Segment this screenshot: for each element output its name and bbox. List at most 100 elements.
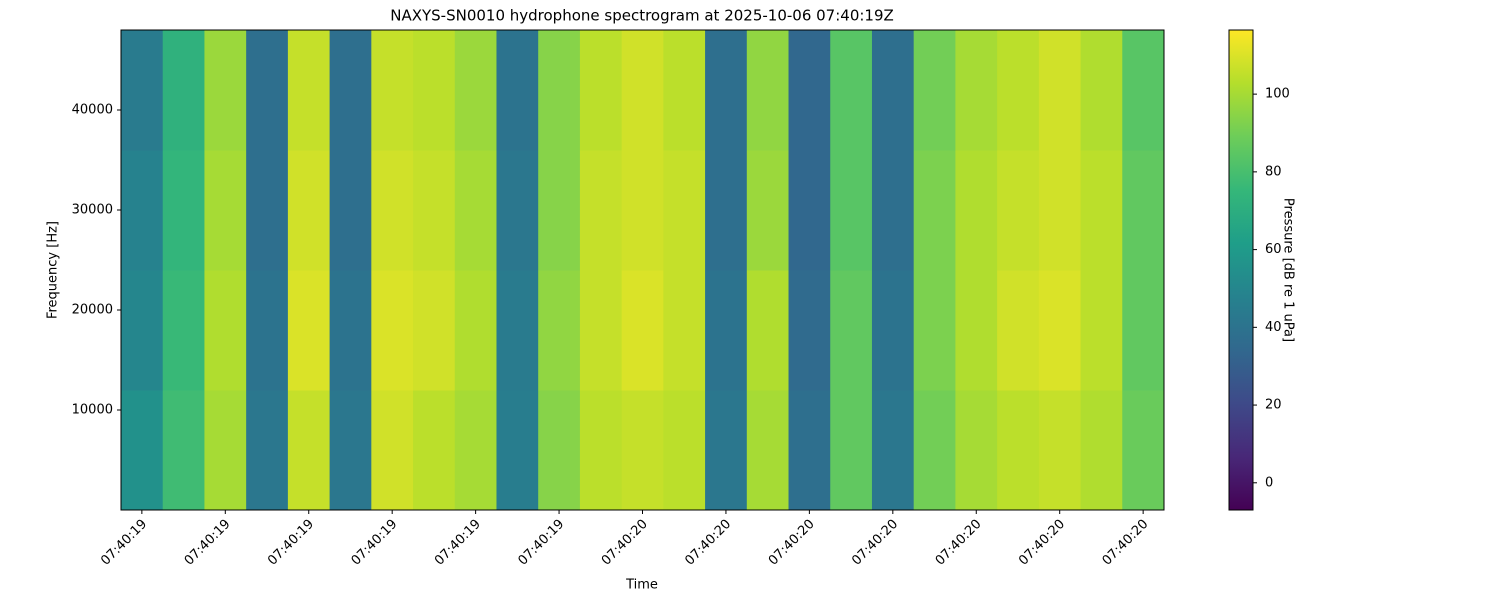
heatmap-cell — [162, 270, 205, 391]
heatmap-cell — [579, 30, 623, 151]
heatmap-cell — [371, 270, 414, 391]
heatmap-cell — [997, 390, 1040, 511]
x-tick-label: 07:40:20 — [682, 517, 734, 569]
heatmap-cell — [955, 30, 998, 151]
colorbar — [1228, 29, 1254, 511]
heatmap-cell — [121, 270, 164, 391]
heatmap-cell — [955, 150, 998, 271]
heatmap-cell — [246, 150, 289, 271]
heatmap-cell — [246, 30, 289, 151]
heatmap-cell — [538, 270, 581, 391]
heatmap-cell — [871, 270, 915, 391]
heatmap-cell — [538, 390, 581, 511]
heatmap-cell — [913, 390, 956, 511]
heatmap-cell — [454, 270, 497, 391]
heatmap-cell — [204, 270, 247, 391]
heatmap-cell — [955, 390, 998, 511]
heatmap-cell — [1038, 270, 1082, 391]
chart-title: NAXYS-SN0010 hydrophone spectrogram at 2… — [390, 7, 894, 25]
heatmap-cell — [496, 390, 539, 511]
heatmap-cell — [746, 390, 790, 511]
heatmap-cell — [1080, 270, 1123, 391]
heatmap-cell — [1038, 30, 1082, 151]
heatmap-cell — [287, 390, 331, 511]
heatmap-cell — [121, 390, 164, 511]
heatmap-cell — [162, 150, 205, 271]
heatmap-cell — [1122, 270, 1165, 391]
heatmap-cell — [705, 270, 748, 391]
heatmap-cell — [621, 270, 664, 391]
heatmap-cell — [871, 390, 915, 511]
heatmap-cell — [538, 30, 581, 151]
heatmap-cell — [246, 390, 289, 511]
heatmap-cell — [746, 30, 790, 151]
x-tick-label: 07:40:19 — [98, 517, 150, 569]
x-tick-label: 07:40:19 — [515, 517, 567, 569]
heatmap-cell — [287, 30, 331, 151]
y-tick-label: 40000 — [72, 103, 113, 118]
colorbar-tick-label: 100 — [1265, 87, 1290, 102]
heatmap-cell — [997, 270, 1040, 391]
heatmap-cell — [1038, 390, 1082, 511]
heatmap-cell — [788, 390, 831, 511]
heatmap-cell — [705, 30, 748, 151]
heatmap-cell — [997, 30, 1040, 151]
heatmap-cell — [871, 150, 915, 271]
x-tick-label: 07:40:20 — [933, 517, 985, 569]
heatmap-cell — [413, 270, 456, 391]
colorbar-tick-label: 20 — [1265, 398, 1282, 413]
heatmap-cell — [579, 270, 623, 391]
x-tick-label: 07:40:19 — [182, 517, 234, 569]
heatmap-cell — [746, 270, 790, 391]
colorbar-tick-label: 0 — [1265, 475, 1273, 490]
heatmap-cell — [871, 30, 915, 151]
x-tick-label: 07:40:20 — [599, 517, 651, 569]
heatmap-cell — [454, 30, 497, 151]
x-tick-label: 07:40:20 — [1100, 517, 1152, 569]
heatmap-cell — [329, 30, 372, 151]
heatmap-cell — [1038, 150, 1082, 271]
heatmap-cell — [287, 150, 331, 271]
heatmap-cell — [496, 270, 539, 391]
heatmap-cell — [454, 390, 497, 511]
heatmap-cell — [705, 150, 748, 271]
heatmap-cell — [204, 390, 247, 511]
heatmap-cell — [579, 390, 623, 511]
heatmap-cell — [496, 150, 539, 271]
heatmap-cell — [371, 30, 414, 151]
y-axis-label: Frequency [Hz] — [46, 221, 61, 319]
colorbar-tick-label: 40 — [1265, 320, 1282, 335]
heatmap-cell — [329, 390, 372, 511]
heatmap-cell — [1080, 150, 1123, 271]
heatmap-cell — [371, 390, 414, 511]
heatmap-cell — [663, 30, 706, 151]
heatmap-cell — [955, 270, 998, 391]
heatmap-cell — [329, 270, 372, 391]
heatmap-cell — [830, 270, 873, 391]
heatmap-cell — [121, 150, 164, 271]
heatmap-cell — [454, 150, 497, 271]
x-axis-label: Time — [625, 578, 658, 593]
y-tick-label: 30000 — [72, 203, 113, 218]
heatmap-cell — [413, 150, 456, 271]
colorbar-tick-label: 60 — [1265, 242, 1282, 257]
heatmap-cell — [204, 30, 247, 151]
heatmap-cell — [1122, 30, 1165, 151]
heatmap-cell — [162, 30, 205, 151]
x-tick-label: 07:40:19 — [349, 517, 401, 569]
y-tick-label: 10000 — [72, 403, 113, 418]
y-tick-label: 20000 — [72, 303, 113, 318]
heatmap-cell — [1122, 390, 1165, 511]
heatmap-cell — [1080, 390, 1123, 511]
heatmap-cell — [788, 30, 831, 151]
heatmap-cell — [496, 30, 539, 151]
x-tick-label: 07:40:19 — [265, 517, 317, 569]
heatmap-cell — [830, 390, 873, 511]
heatmap-cell — [913, 150, 956, 271]
colorbar-tick-label: 80 — [1265, 164, 1282, 179]
heatmap-cell — [621, 150, 664, 271]
heatmap-cell — [788, 270, 831, 391]
heatmap-cell — [997, 150, 1040, 271]
x-tick-label: 07:40:20 — [1016, 517, 1068, 569]
